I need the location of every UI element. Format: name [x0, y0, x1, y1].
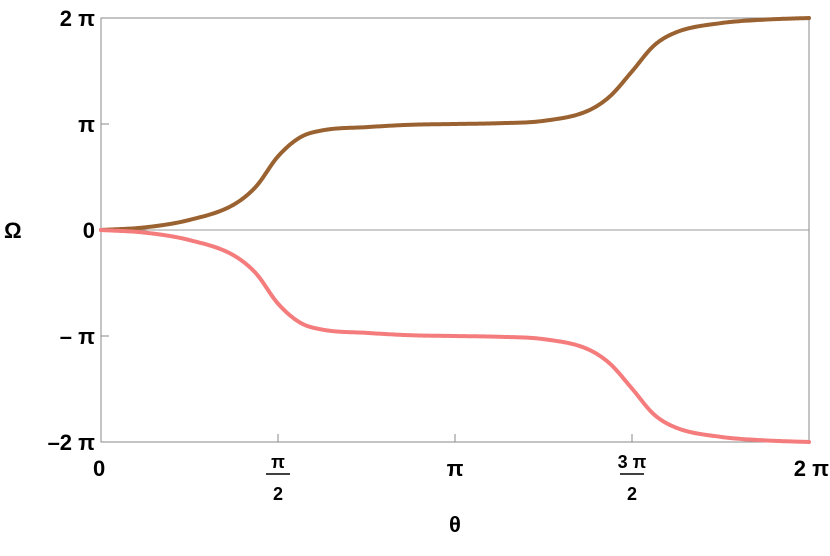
y-tick-label: –2 π [48, 430, 96, 455]
x-tick-denominator: 2 [627, 484, 637, 504]
x-tick-numerator: 3 π [618, 452, 647, 472]
x-axis-label: θ [449, 512, 461, 537]
y-tick-label: π [78, 112, 95, 137]
x-tick-label: 0 [93, 456, 105, 481]
series-line-2 [99, 228, 811, 444]
y-tick-label: – π [60, 324, 95, 349]
x-tick-numerator: π [271, 452, 285, 472]
y-tick-label: 0 [83, 218, 95, 243]
ticks: 2 ππ0– π–2 π0 π2π 3 π22 π [48, 6, 830, 504]
y-tick-label: 2 π [60, 6, 95, 31]
x-tick-denominator: 2 [273, 484, 283, 504]
y-axis-label: Ω [4, 218, 22, 243]
series-line-1 [99, 16, 811, 232]
x-tick-label: π [447, 456, 464, 481]
x-tick-label: 2 π [794, 456, 829, 481]
series-layer [99, 16, 811, 444]
